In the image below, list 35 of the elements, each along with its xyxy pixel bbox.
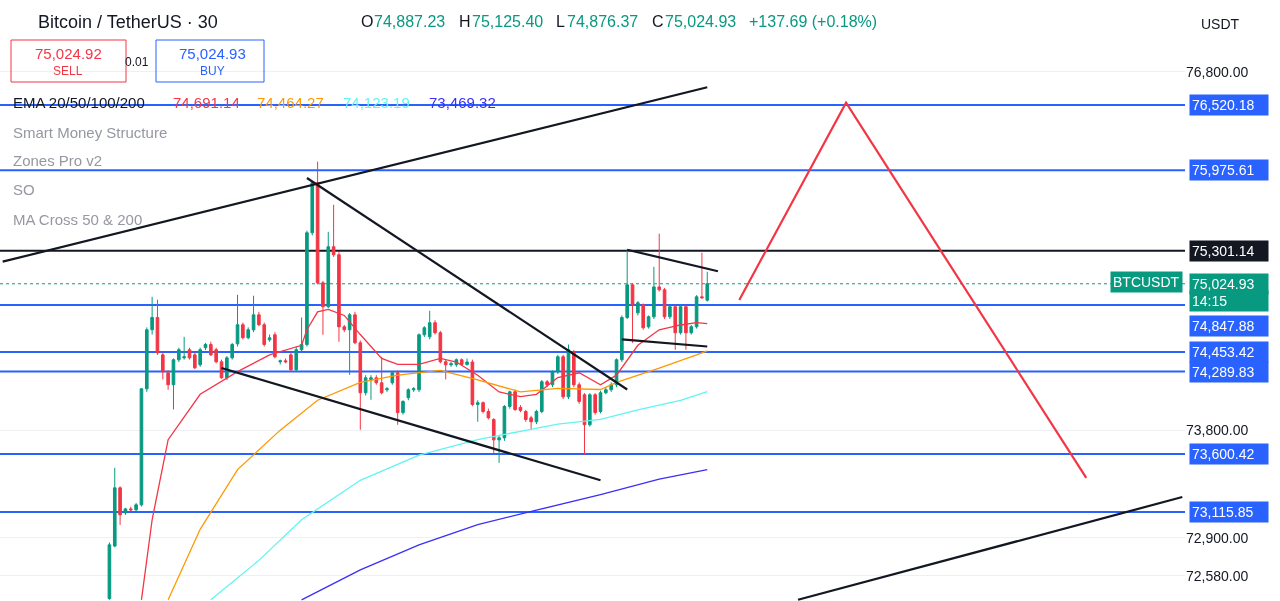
ref-line-label: 74,453.42	[1192, 344, 1255, 360]
annotation: 74,876.37	[567, 13, 639, 30]
annotation: 75,024.93	[665, 13, 737, 30]
ref-line-label: 75,024.93	[1192, 276, 1255, 292]
annotation: SO	[13, 181, 35, 198]
ref-line-label: 74,289.83	[1192, 364, 1255, 380]
y-tick-label: 76,800.00	[1186, 63, 1249, 80]
y-tick-label: 73,800.00	[1186, 422, 1249, 439]
annotation: O	[361, 13, 374, 30]
annotation: 75,125.40	[472, 13, 544, 30]
annotation: H	[459, 13, 471, 30]
ref-line-label: 73,600.42	[1192, 446, 1255, 462]
annotation: BUY	[200, 64, 225, 78]
text: 14:15	[1192, 293, 1228, 309]
annotation: BTCUSDT	[1113, 274, 1180, 290]
annotation: L	[556, 13, 565, 30]
annotation: C	[652, 13, 664, 30]
ref-line-label: 75,301.14	[1192, 243, 1255, 259]
annotation: 75,024.93	[179, 45, 246, 62]
annotation: Smart Money Structure	[13, 124, 168, 141]
annotation: 74,887.23	[374, 13, 446, 30]
ref-line-label: 73,115.85	[1192, 504, 1254, 520]
annotation: Zones Pro v2	[13, 152, 103, 169]
text: USDT	[1201, 16, 1240, 32]
ref-line-label: 74,847.88	[1192, 318, 1255, 334]
ref-line-label: 75,975.61	[1192, 162, 1255, 178]
annotation: MA Cross 50 & 200	[13, 211, 143, 228]
annotation: SELL	[53, 64, 83, 78]
annotation: +137.69 (+0.18%)	[749, 13, 878, 30]
text: Bitcoin / TetherUS · 30	[38, 12, 218, 33]
y-tick-label: 72,900.00	[1186, 529, 1249, 546]
annotation: 75,024.92	[35, 45, 102, 62]
y-tick-label: 72,580.00	[1186, 567, 1249, 584]
ref-line-label: 76,520.18	[1192, 97, 1255, 113]
annotation: 0.01	[125, 55, 149, 69]
